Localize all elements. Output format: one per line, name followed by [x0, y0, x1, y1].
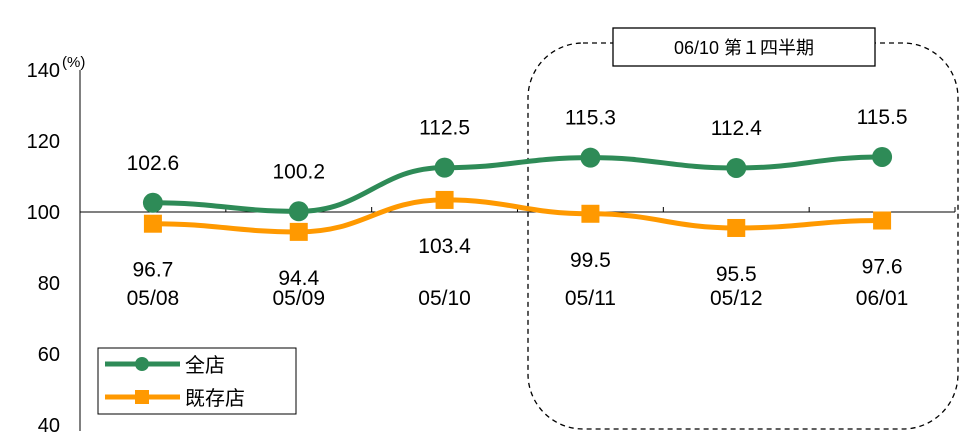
x-tick-label: 05/10: [418, 287, 471, 310]
data-point: [581, 204, 600, 223]
data-point: [726, 157, 747, 178]
data-label: 115.3: [565, 107, 616, 130]
series-all-stores: 102.6 100.2 112.5 115.3 112.4 115.5: [127, 106, 908, 222]
quarter-annotation-box: 06/10 第１四半期: [527, 27, 959, 430]
data-point: [289, 222, 308, 241]
data-label: 115.5: [857, 106, 908, 129]
data-label: 99.5: [570, 249, 611, 272]
data-label: 94.4: [278, 267, 319, 290]
data-label: 97.6: [862, 256, 903, 279]
data-point: [580, 147, 601, 168]
legend-label-existing-stores: 既存店: [185, 387, 245, 410]
data-label: 102.6: [127, 152, 180, 175]
legend: 全店 既存店: [97, 347, 297, 415]
y-tick-label: 40: [38, 415, 60, 435]
data-point: [435, 190, 454, 209]
data-label: 112.5: [419, 117, 470, 140]
x-tick-label: 05/08: [127, 287, 180, 310]
series-existing-stores: 96.7 94.4 103.4 99.5 95.5 97.6: [132, 190, 903, 290]
y-unit-label: (%): [62, 54, 85, 71]
data-label: 100.2: [272, 160, 325, 183]
data-point: [142, 192, 163, 213]
data-point: [872, 146, 893, 167]
data-point: [143, 214, 162, 233]
y-tick-label: 100: [27, 202, 60, 224]
legend-marker-square: [135, 390, 149, 404]
data-point: [873, 211, 892, 230]
legend-label-all-stores: 全店: [185, 354, 225, 377]
x-tick-label: 05/11: [565, 287, 616, 310]
quarter-annotation-label: 06/10 第１四半期: [674, 38, 814, 58]
x-tick-label: 05/09: [272, 287, 325, 310]
x-tick-label: 05/12: [710, 287, 763, 310]
data-point: [727, 218, 746, 237]
series-layer: 102.6 100.2 112.5 115.3 112.4 115.5 96.7 94.4 10…: [127, 106, 908, 290]
legend-marker-circle: [135, 357, 149, 371]
x-tick-label: 06/01: [856, 287, 909, 310]
series-line: [150, 154, 885, 214]
y-tick-label: 120: [27, 131, 60, 153]
x-tick-labels: 05/08 05/09 05/10 05/11 05/12 06/01: [127, 287, 909, 310]
legend-item-existing-stores: 既存店: [105, 387, 245, 410]
y-tick-label: 60: [38, 344, 60, 366]
y-tick-label: 80: [38, 273, 60, 295]
legend-item-all-stores: 全店: [105, 354, 225, 377]
data-point: [434, 157, 455, 178]
data-label: 96.7: [132, 259, 173, 282]
series-line: [150, 197, 885, 235]
y-tick-label: 140: [27, 60, 60, 82]
data-point: [288, 201, 309, 222]
y-tick-labels: 40 60 80 100 120 140: [27, 60, 60, 435]
data-label: 112.4: [711, 117, 762, 140]
data-label: 95.5: [716, 263, 757, 286]
data-label: 103.4: [418, 235, 471, 258]
